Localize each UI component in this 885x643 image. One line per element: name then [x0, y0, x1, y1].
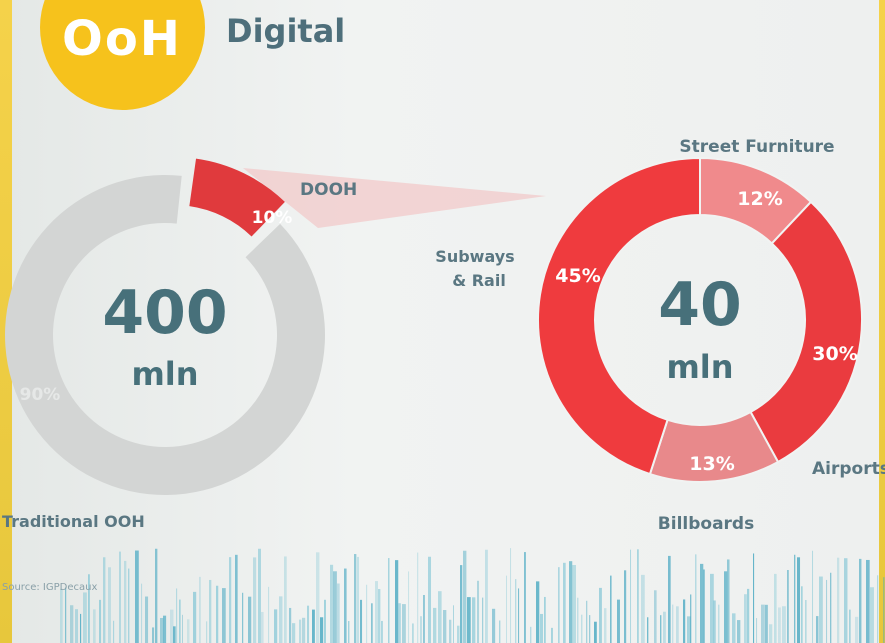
airports-value: 30%	[812, 343, 857, 365]
traditional-donut	[5, 158, 325, 495]
right-center-value: 40	[658, 270, 742, 340]
dooh-connector-wedge	[243, 168, 546, 228]
left-center-value: 400	[102, 278, 227, 348]
street-furniture-label: Street Furniture	[679, 137, 834, 157]
billboards-value: 13%	[689, 453, 734, 475]
page-title: Digital	[226, 12, 346, 50]
traditional-label: Traditional OOH	[2, 512, 145, 531]
street-furniture-value: 12%	[737, 188, 782, 210]
left-center-unit: mln	[131, 355, 198, 393]
slice-subways-rail	[537, 156, 701, 476]
city-skyline-decoration	[60, 548, 885, 643]
digital-donut	[537, 156, 863, 483]
subways-value: 45%	[555, 265, 600, 287]
slice-airports	[749, 200, 863, 464]
subways-label-line1: Subways	[435, 247, 514, 266]
subways-label-line2: & Rail	[452, 271, 506, 290]
logo-text: OoH	[62, 11, 182, 67]
source-note: Source: IGPDecaux	[2, 582, 98, 593]
dooh-value-label: 10%	[252, 208, 293, 228]
dooh-label: DOOH	[300, 180, 357, 200]
slice-dooh-group	[189, 158, 285, 237]
slice-dooh	[189, 158, 285, 237]
right-center-unit: mln	[666, 348, 733, 386]
slice-traditional-ooh	[5, 175, 325, 495]
right-yellow-edge	[879, 0, 885, 643]
airports-label: Airports	[812, 459, 885, 479]
traditional-value-label: 90%	[20, 385, 61, 405]
billboards-label: Billboards	[658, 514, 754, 534]
